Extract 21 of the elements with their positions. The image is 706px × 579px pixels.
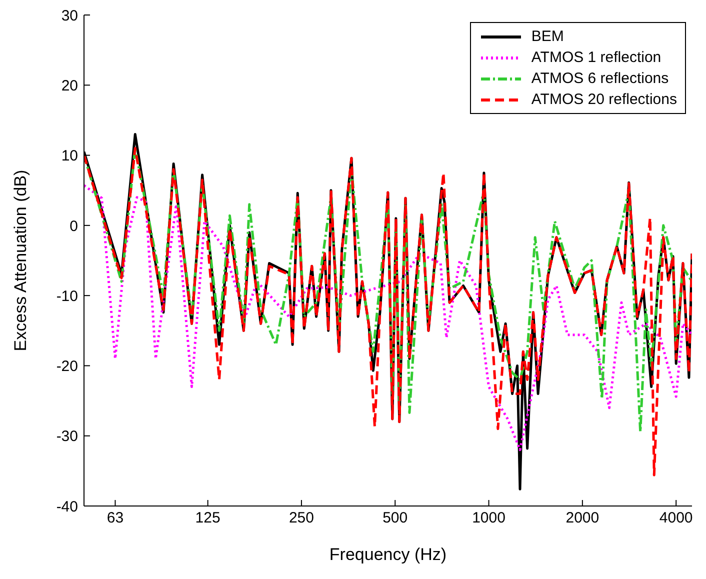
legend-label: ATMOS 1 reflection: [531, 49, 662, 66]
y-tick-label: -10: [56, 288, 78, 305]
legend-label: ATMOS 6 reflections: [531, 70, 669, 87]
x-tick-label: 125: [195, 510, 220, 527]
y-tick-label: 20: [61, 77, 78, 94]
x-axis-title: Frequency (Hz): [329, 545, 447, 564]
y-tick-label: 10: [61, 148, 78, 165]
y-tick-label: 0: [70, 218, 78, 235]
y-tick-label: -20: [56, 358, 78, 376]
y-tick-label: 30: [61, 7, 78, 24]
x-tick-label: 500: [382, 510, 408, 527]
legend-label: BEM: [531, 28, 564, 45]
y-axis-title: Excess Attenuation (dB): [11, 170, 30, 352]
x-tick-label: 63: [106, 510, 124, 527]
y-tick-label: -30: [56, 428, 78, 446]
x-tick-label: 1000: [472, 510, 506, 527]
y-tick-label: -40: [56, 498, 78, 516]
legend-label: ATMOS 20 reflections: [531, 91, 677, 108]
x-tick-label: 4000: [659, 510, 693, 527]
x-tick-label: 2000: [566, 510, 600, 527]
x-tick-label: 250: [288, 510, 314, 527]
